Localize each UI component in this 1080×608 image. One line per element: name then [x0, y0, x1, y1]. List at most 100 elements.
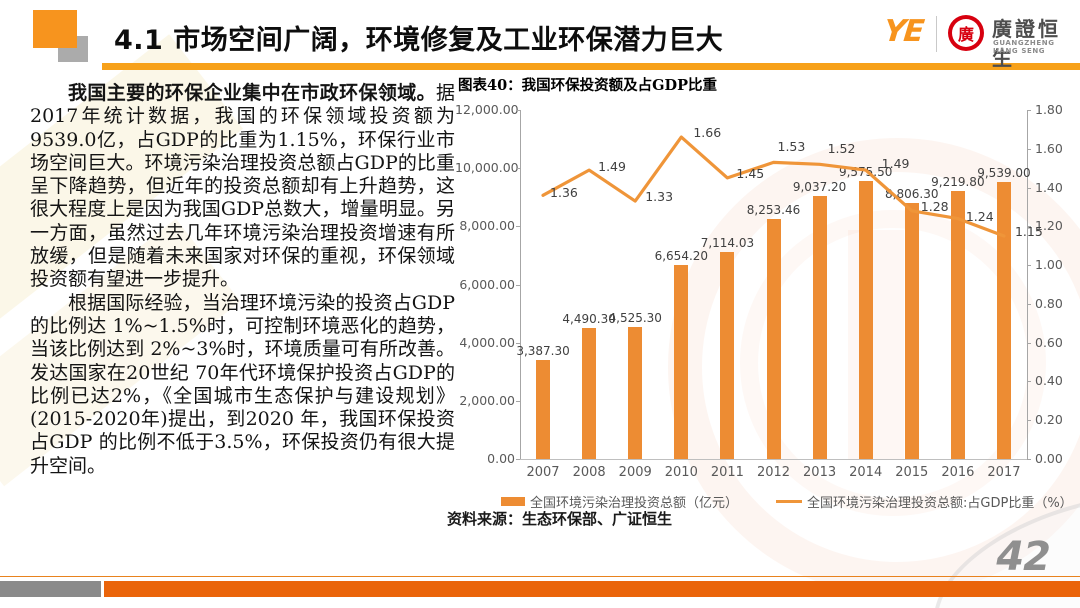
left-axis-tick-label: 2,000.00	[459, 392, 515, 408]
logo-seal-icon: 廣	[948, 15, 984, 51]
bar-label-2012: 8,253.46	[746, 202, 801, 217]
left-axis-tick-mark	[516, 226, 520, 228]
chart-legend: 全国环境污染治理投资总额（亿元） 全国环境污染治理投资总额:占GDP比重（%）	[495, 492, 1075, 511]
figure-source: 资料来源：生态环保部、广证恒生	[447, 510, 673, 528]
x-axis-label-2007: 2007	[526, 465, 560, 480]
bar-2011	[720, 252, 735, 459]
left-axis-tick-mark	[516, 400, 520, 402]
legend-item-line: 全国环境污染治理投资总额:占GDP比重（%）	[776, 492, 1073, 511]
footer-hairline	[0, 576, 1080, 577]
bar-label-2008: 4,490.30	[562, 312, 616, 327]
line-label-2016: 1.24	[965, 208, 994, 224]
left-axis-tick-label: 6,000.00	[459, 276, 515, 292]
left-axis-tick-label: 10,000.00	[455, 160, 519, 176]
left-axis-tick-mark	[516, 459, 520, 460]
page-number: 42	[996, 534, 1051, 580]
line-label-2007: 1.36	[550, 185, 578, 201]
figure-title: 图表40：我国环保投资额及占GDP比重	[458, 77, 718, 94]
paragraph-1: 我国主要的环保企业集中在市政环保领域。据2017年统计数据，我国的环保领域投资额…	[30, 82, 455, 292]
right-axis-tick-label: 0.20	[1035, 412, 1063, 428]
x-axis-label-2016: 2016	[941, 465, 975, 480]
line-label-2010: 1.66	[693, 125, 722, 141]
x-axis-label-2017: 2017	[987, 465, 1021, 480]
x-axis-label-2015: 2015	[895, 465, 929, 480]
right-axis-tick-label: 0.00	[1035, 451, 1063, 466]
left-axis-tick-label: 8,000.00	[459, 218, 515, 234]
logo-ye-mark: YE	[882, 14, 925, 49]
right-axis-tick-label: 1.20	[1035, 218, 1063, 234]
logo-company-name-cn: 廣證恒生	[992, 17, 1061, 70]
left-axis-tick-label: 0.00	[487, 451, 515, 466]
x-axis-label-2012: 2012	[756, 465, 791, 480]
bar-2013	[812, 196, 827, 459]
right-axis-tick-mark	[1027, 148, 1031, 150]
right-axis-tick-label: 1.00	[1035, 257, 1063, 273]
x-axis-label-2009: 2009	[618, 465, 652, 480]
bar-label-2010: 6,654.20	[654, 249, 709, 264]
logo-divider	[936, 16, 937, 52]
bar-label-2011: 7,114.03	[700, 236, 755, 251]
line-label-2017: 1.15	[1014, 224, 1043, 240]
gdp-ratio-line	[541, 135, 1006, 238]
left-axis-tick-mark	[516, 284, 520, 286]
left-axis-tick-mark	[516, 342, 520, 344]
bar-2015	[904, 202, 919, 459]
bar-2014	[858, 180, 873, 459]
bar-2009	[628, 327, 643, 459]
left-axis-tick-mark	[516, 168, 520, 170]
right-axis-tick-mark	[1027, 303, 1031, 305]
logo-seal-glyph: 廣	[952, 19, 980, 47]
x-axis-label-2011: 2011	[710, 465, 744, 480]
right-axis-tick-mark	[1027, 459, 1031, 460]
logo-company-name-en: GUANGZHENG HANG SENG	[993, 39, 1055, 55]
right-axis-tick-mark	[1027, 381, 1031, 383]
right-axis-tick-label: 1.40	[1035, 179, 1063, 195]
company-logo: YE 廣 廣證恒生 GUANGZHENG HANG SENG	[880, 12, 1080, 70]
bar-2017	[996, 181, 1011, 459]
bar-2010	[674, 265, 689, 459]
x-axis-label-2010: 2010	[664, 465, 698, 480]
x-axis-label-2014: 2014	[849, 465, 883, 480]
right-axis-tick-label: 0.80	[1035, 295, 1063, 311]
footer-gray-bar	[0, 581, 101, 597]
line-label-2011: 1.45	[736, 165, 765, 181]
right-axis-tick-label: 1.80	[1035, 102, 1063, 117]
bar-label-2016: 9,219.80	[931, 174, 985, 189]
right-axis-tick-label: 0.40	[1035, 373, 1063, 389]
title-underline	[102, 63, 1080, 70]
x-axis-label-2008: 2008	[572, 465, 606, 480]
article-text-block: 我国主要的环保企业集中在市政环保领域。据2017年统计数据，我国的环保领域投资额…	[30, 82, 455, 478]
right-axis-tick-mark	[1027, 110, 1031, 111]
line-label-2012: 1.53	[777, 139, 806, 155]
line-label-2013: 1.52	[827, 141, 856, 157]
right-axis-tick-mark	[1027, 226, 1031, 228]
legend-item-bars: 全国环境污染治理投资总额（亿元）	[501, 492, 738, 511]
left-axis-tick-label: 4,000.00	[459, 334, 515, 350]
left-axis-tick-label: 12,000.00	[455, 102, 519, 117]
chart-area: 全国环境污染治理投资总额（亿元） 全国环境污染治理投资总额:占GDP比重（%） …	[455, 92, 1080, 512]
bar-2007	[536, 360, 551, 459]
line-label-2015: 1.28	[920, 198, 949, 214]
footer-orange-bar	[104, 581, 1080, 597]
right-axis-tick-mark	[1027, 265, 1031, 267]
line-label-2008: 1.49	[598, 159, 626, 175]
page-title: 4.1 市场空间广阔，环境修复及工业环保潜力巨大	[114, 25, 724, 56]
paragraph-1-lead: 我国主要的环保企业集中在市政环保领域。	[68, 82, 436, 104]
legend-bar-swatch-icon	[501, 497, 525, 506]
x-axis-label-2013: 2013	[803, 465, 837, 480]
right-axis-line	[1027, 110, 1028, 459]
right-axis-tick-mark	[1027, 187, 1031, 189]
x-axis-line	[520, 459, 1027, 460]
left-axis-tick-mark	[516, 110, 520, 111]
paragraph-2-body: 根据国际经验，当治理环境污染的投资占GDP 的比例达 1%~1.5%时，可控制环…	[30, 291, 455, 477]
bar-label-2017: 9,539.00	[977, 165, 1031, 180]
paragraph-2: 根据国际经验，当治理环境污染的投资占GDP 的比例达 1%~1.5%时，可控制环…	[30, 292, 455, 478]
bar-label-2013: 9,037.20	[792, 180, 847, 195]
line-label-2009: 1.33	[645, 189, 674, 205]
legend-line-label: 全国环境污染治理投资总额:占GDP比重（%）	[807, 496, 1073, 511]
left-axis-line	[520, 110, 521, 459]
decor-orange-square	[33, 10, 77, 48]
legend-line-swatch-icon	[776, 500, 803, 503]
bar-label-2007: 3,387.30	[516, 344, 570, 359]
